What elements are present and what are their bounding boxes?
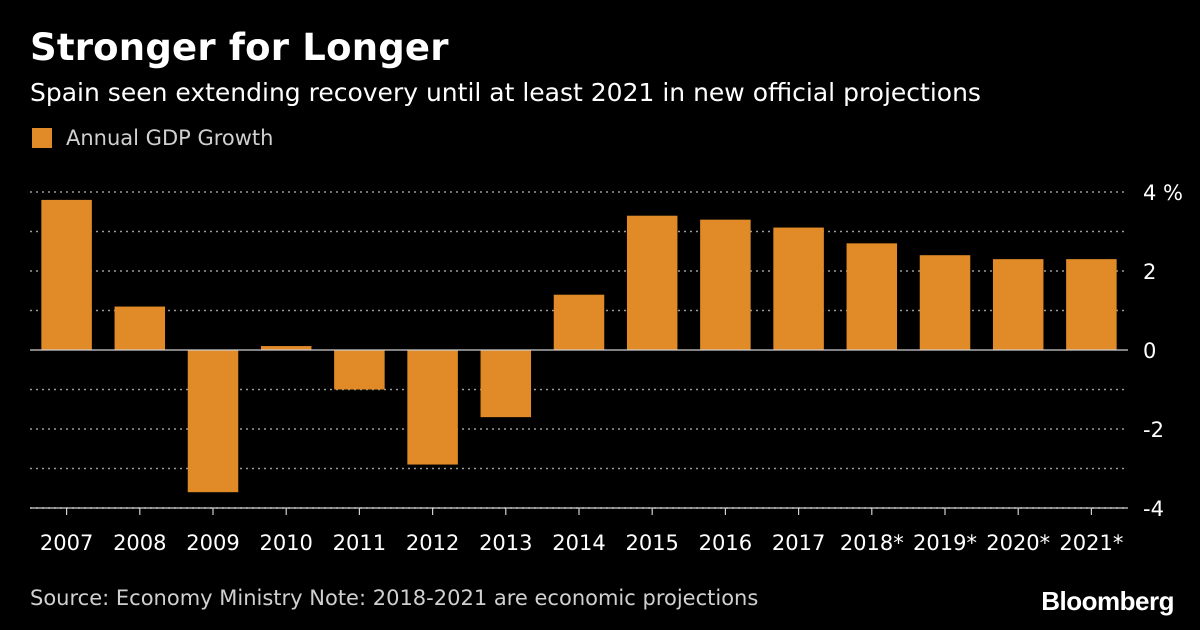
bar-2012 — [407, 350, 458, 465]
x-tick-label: 2019* — [913, 531, 977, 555]
x-tick-label: 2016 — [699, 531, 752, 555]
x-tick-label: 2013 — [479, 531, 532, 555]
bar-2019* — [919, 255, 971, 350]
bloomberg-logo: Bloomberg — [1041, 586, 1174, 616]
bar-2013 — [480, 350, 532, 418]
y-tick-label: 0 — [1143, 339, 1156, 363]
chart-title: Stronger for Longer — [30, 26, 449, 69]
x-tick-label: 2011 — [333, 531, 386, 555]
chart-subtitle: Spain seen extending recovery until at l… — [30, 78, 981, 107]
bar-2014 — [553, 294, 605, 350]
y-tick-label: 2 — [1143, 260, 1156, 284]
bar-2021* — [1066, 259, 1117, 350]
x-tick-label: 2015 — [625, 531, 678, 555]
legend-swatch — [32, 128, 52, 148]
x-tick-label: 2007 — [40, 531, 93, 555]
x-tick-label: 2018* — [840, 531, 904, 555]
x-tick-label: 2010 — [259, 531, 312, 555]
bar-2009 — [187, 350, 239, 493]
bar-2007 — [41, 199, 92, 350]
bar-2008 — [114, 306, 166, 350]
bar-2015 — [626, 215, 678, 350]
source-note: Source: Economy Ministry Note: 2018-2021… — [30, 586, 759, 610]
bar-2017 — [773, 227, 824, 350]
bar-2011 — [334, 350, 385, 390]
y-tick-label: -4 — [1143, 497, 1164, 521]
bar-2016 — [700, 219, 751, 350]
legend: Annual GDP Growth — [32, 126, 273, 150]
x-tick-label: 2020* — [986, 531, 1050, 555]
x-tick-label: 2008 — [113, 531, 166, 555]
legend-label: Annual GDP Growth — [66, 126, 274, 150]
bar-2018* — [846, 243, 898, 350]
x-tick-label: 2012 — [406, 531, 459, 555]
bar-2020* — [992, 259, 1044, 350]
y-tick-label: 4 % — [1143, 181, 1183, 205]
y-tick-label: -2 — [1143, 418, 1164, 442]
x-tick-label: 2021* — [1059, 531, 1123, 555]
x-tick-label: 2014 — [552, 531, 605, 555]
bar-2010 — [260, 346, 312, 350]
x-tick-label: 2017 — [772, 531, 825, 555]
x-tick-label: 2009 — [186, 531, 239, 555]
